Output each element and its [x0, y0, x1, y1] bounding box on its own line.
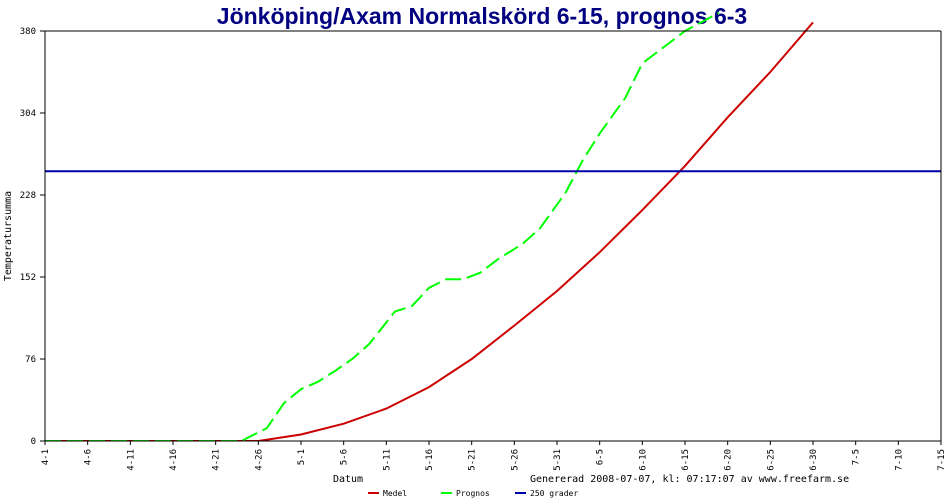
x-tick-label: 5-31 [553, 449, 563, 471]
x-tick-label: 7-15 [937, 449, 947, 471]
y-tick-label: 152 [20, 273, 36, 283]
x-tick-label: 4-21 [212, 449, 222, 471]
series-line-prognos [45, 11, 720, 441]
series-line-medel [45, 21, 814, 441]
x-tick-label: 6-5 [596, 449, 606, 465]
x-tick-label: 6-10 [638, 449, 648, 471]
x-axis-label: Datum [333, 474, 363, 485]
legend-label: Prognos [456, 489, 490, 498]
x-tick-label: 4-16 [169, 449, 179, 471]
x-tick-label: 5-6 [340, 449, 350, 465]
x-tick-label: 5-1 [297, 449, 307, 465]
y-tick-label: 304 [20, 109, 36, 119]
y-axis-label: Temperatursumma [3, 191, 14, 281]
x-tick-label: 5-11 [382, 449, 392, 471]
x-tick-label: 6-25 [766, 449, 776, 471]
footer-text: Genererad 2008-07-07, kl: 07:17:07 av ww… [530, 474, 849, 485]
x-tick-label: 6-20 [724, 449, 734, 471]
x-tick-label: 4-6 [84, 449, 94, 465]
x-tick-label: 7-10 [894, 449, 904, 471]
y-tick-label: 228 [20, 191, 36, 201]
x-tick-label: 4-11 [126, 449, 136, 471]
y-tick-label: 380 [20, 27, 36, 37]
x-tick-label: 7-5 [852, 449, 862, 465]
x-tick-label: 4-1 [41, 449, 51, 465]
legend-label: Medel [383, 489, 407, 498]
x-tick-label: 4-26 [254, 449, 264, 471]
legend-label: 250 grader [530, 489, 578, 498]
x-tick-label: 6-15 [681, 449, 691, 471]
y-tick-label: 0 [31, 437, 36, 447]
x-tick-label: 6-30 [809, 449, 819, 471]
x-tick-label: 5-21 [468, 449, 478, 471]
y-tick-label: 76 [25, 355, 36, 365]
chart-title: Jönköping/Axam Normalskörd 6-15, prognos… [217, 3, 747, 29]
x-tick-label: 5-26 [510, 449, 520, 471]
legend: Medel Prognos 250 grader [368, 489, 578, 498]
x-tick-label: 5-16 [425, 449, 435, 471]
